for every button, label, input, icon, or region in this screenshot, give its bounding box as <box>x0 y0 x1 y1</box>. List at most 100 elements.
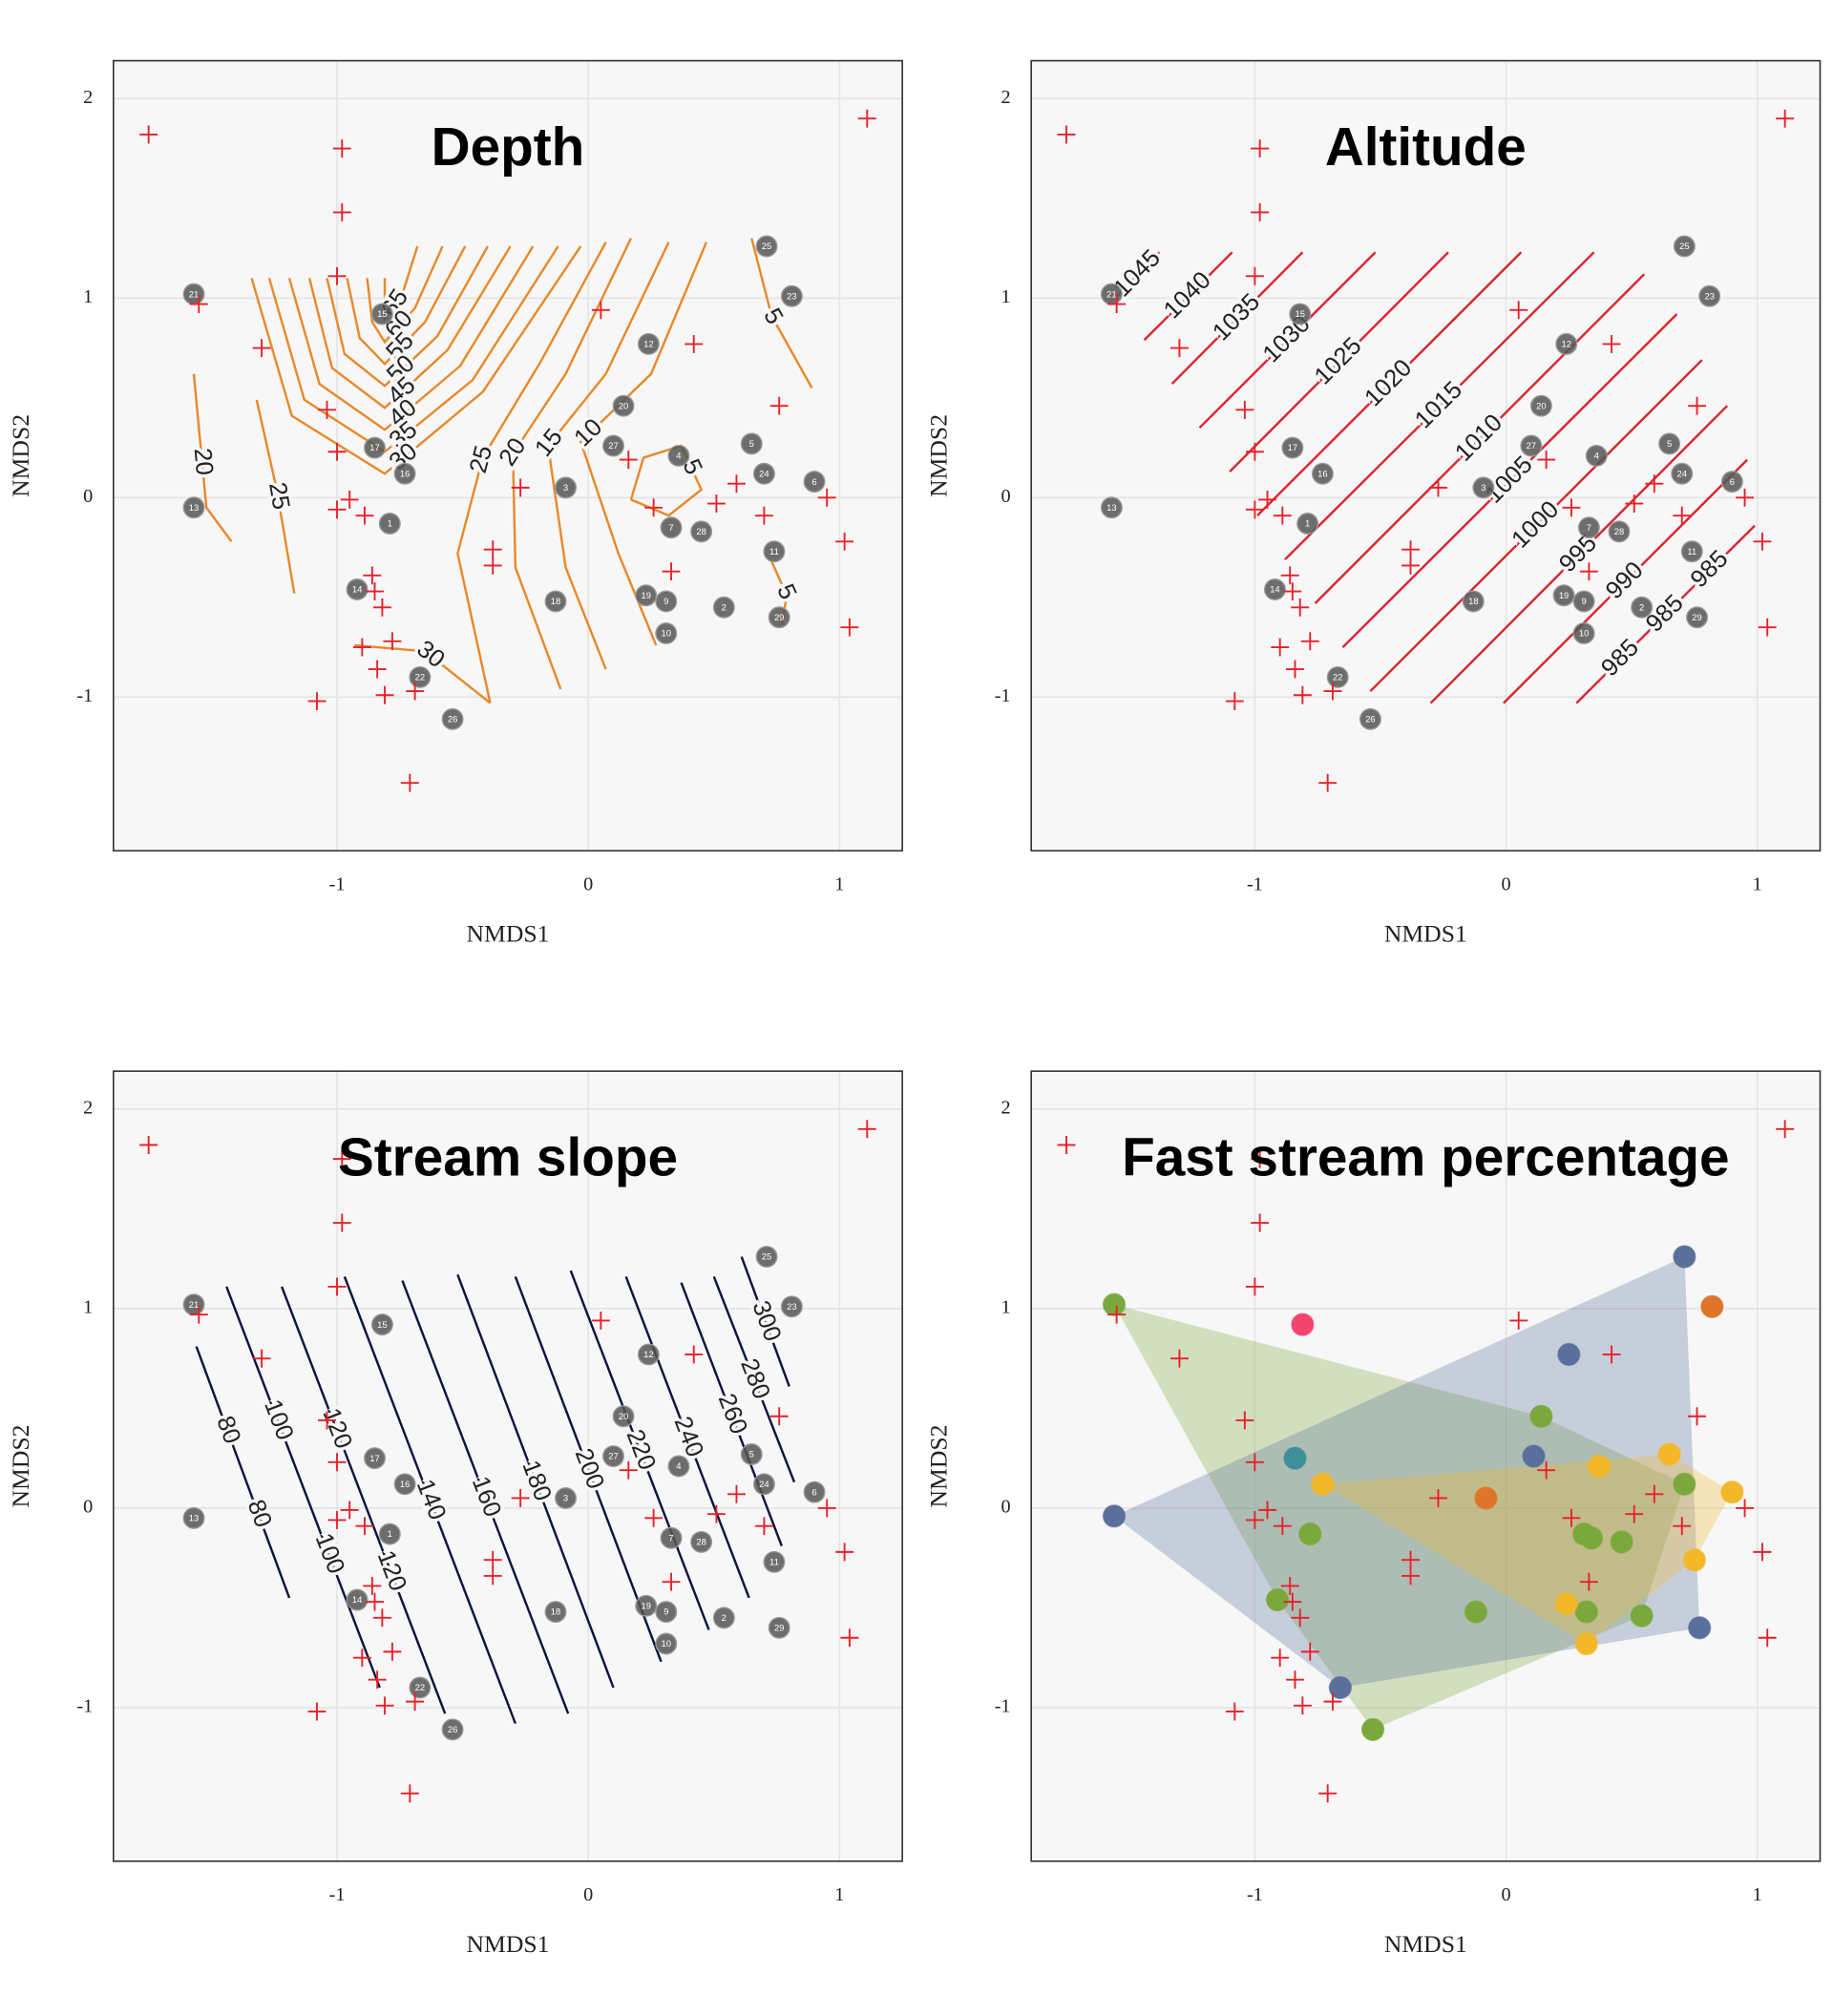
plot-border <box>113 1070 903 1862</box>
x-tick-label: 0 <box>1501 1884 1510 1905</box>
site-label: 3 <box>563 483 568 494</box>
contour-line <box>195 1346 291 1599</box>
site-label: 23 <box>1704 291 1715 302</box>
species-marker <box>483 1550 502 1569</box>
species-marker <box>368 660 387 679</box>
species-marker <box>1429 1488 1447 1507</box>
site-point <box>1100 496 1123 519</box>
species-marker <box>1273 1517 1292 1536</box>
x-axis-title: NMDS1 <box>467 1930 550 1958</box>
site-label: 7 <box>668 523 673 534</box>
species-marker <box>1293 1696 1312 1715</box>
contour-line <box>1341 313 1678 648</box>
species-marker <box>368 1670 387 1690</box>
site-point <box>1585 444 1608 467</box>
site-point <box>544 590 567 613</box>
species-marker <box>857 1120 876 1139</box>
species-marker <box>619 451 638 470</box>
site-point <box>1520 434 1543 457</box>
species-marker <box>1509 301 1528 320</box>
species-marker <box>727 474 746 494</box>
species-marker <box>1401 556 1421 575</box>
contour-line <box>287 245 535 431</box>
site-label: 18 <box>551 597 561 607</box>
species-marker <box>817 488 836 507</box>
species-marker <box>1300 1642 1319 1661</box>
species-marker <box>1429 478 1447 497</box>
site-point <box>637 332 660 355</box>
site-label: 6 <box>811 477 816 488</box>
site-point <box>635 584 658 607</box>
site-point <box>1673 1472 1696 1496</box>
species-marker <box>1245 1510 1264 1529</box>
site-label: 17 <box>369 443 379 453</box>
site-point <box>752 462 775 485</box>
species-marker <box>139 1136 158 1154</box>
y-tick-label: 2 <box>83 87 93 108</box>
species-marker <box>1169 339 1189 358</box>
site-point <box>1720 471 1743 494</box>
y-tick-label: -1 <box>995 685 1011 706</box>
site-point <box>690 520 713 543</box>
x-tick-label: -1 <box>1247 1884 1263 1905</box>
species-marker <box>619 1460 638 1480</box>
hull <box>1114 1256 1700 1689</box>
species-marker <box>327 442 347 461</box>
site-label: 16 <box>400 1480 411 1490</box>
site-label: 5 <box>749 1450 754 1460</box>
site-label: 29 <box>1692 613 1702 623</box>
species-marker <box>1579 562 1598 581</box>
site-label: 25 <box>762 1252 771 1263</box>
site-point <box>1359 707 1381 730</box>
site-point <box>1298 1522 1322 1546</box>
species-marker <box>406 1692 425 1712</box>
site-label: 28 <box>1614 527 1625 537</box>
site-point <box>1296 513 1319 535</box>
species-marker <box>769 1407 789 1426</box>
site-point <box>555 1486 577 1509</box>
site-label: 6 <box>1730 477 1735 488</box>
site-point <box>1102 1504 1127 1528</box>
species-marker <box>366 1592 384 1611</box>
site-point <box>755 1246 778 1269</box>
site-point <box>667 1455 690 1478</box>
contour-line <box>225 1286 381 1689</box>
site-point <box>1572 590 1595 613</box>
species-marker <box>327 1510 347 1529</box>
contour-line <box>250 245 582 704</box>
contour-line <box>343 1276 517 1725</box>
species-marker <box>332 1213 351 1232</box>
site-label: 9 <box>1582 597 1587 607</box>
species-marker <box>1280 1576 1299 1595</box>
species-marker <box>1688 396 1707 415</box>
site-point <box>655 621 678 644</box>
contour-line <box>1284 251 1595 560</box>
contour-line <box>456 1273 615 1689</box>
site-label: 14 <box>352 585 363 596</box>
species-marker <box>1251 1149 1270 1168</box>
species-marker <box>1645 474 1664 494</box>
site-point <box>1682 1548 1707 1572</box>
site-point <box>755 235 778 258</box>
site-label: 2 <box>722 1613 727 1624</box>
species-marker <box>1286 1670 1304 1690</box>
species-marker <box>644 1508 664 1527</box>
site-point <box>1587 1454 1612 1479</box>
site-label: 26 <box>1365 715 1376 725</box>
species-marker <box>1645 1484 1664 1503</box>
species-marker <box>1776 1120 1795 1139</box>
site-label: 25 <box>1679 242 1690 252</box>
site-point <box>602 1445 624 1468</box>
species-marker <box>375 685 394 704</box>
site-label: 1 <box>1305 519 1310 530</box>
x-axis-title: NMDS1 <box>1384 1930 1467 1958</box>
species-marker <box>1273 506 1292 525</box>
site-point <box>1608 520 1631 543</box>
contour-line <box>255 242 607 704</box>
x-tick-label: 0 <box>1501 873 1510 894</box>
species-marker <box>1107 1305 1127 1324</box>
site-point <box>712 1606 735 1629</box>
site-label: 22 <box>415 673 425 683</box>
species-marker <box>1688 1407 1707 1426</box>
